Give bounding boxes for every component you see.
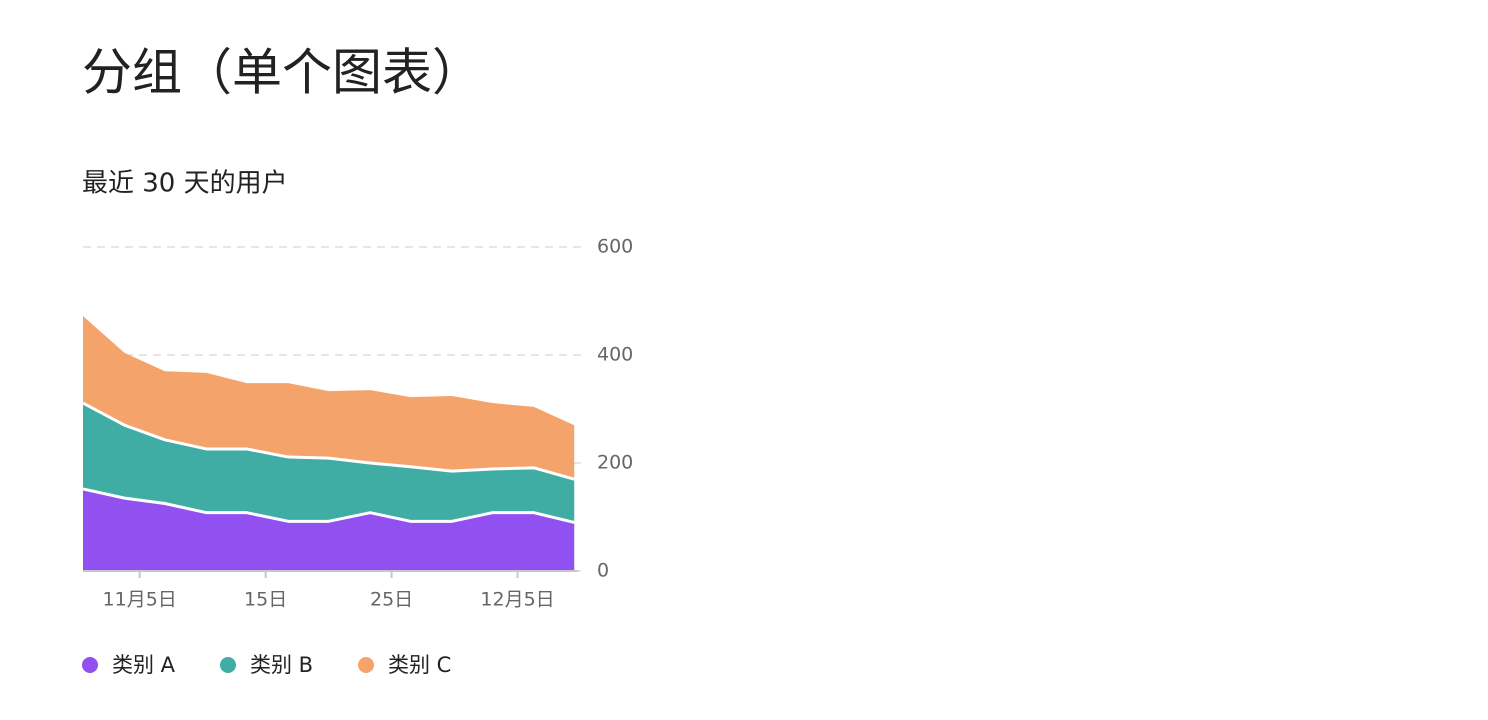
x-tick-label: 15日 xyxy=(244,589,287,611)
x-tick-label: 11月5日 xyxy=(103,589,177,611)
legend-marker xyxy=(220,657,236,673)
y-tick-label: 0 xyxy=(597,560,609,582)
legend: 类别 A 类别 B 类别 C xyxy=(82,653,451,677)
y-tick-label: 200 xyxy=(597,452,633,474)
legend-marker xyxy=(82,657,98,673)
page-title: 分组（单个图表） xyxy=(82,44,482,102)
series-separator xyxy=(82,487,575,524)
area xyxy=(83,316,575,480)
plot xyxy=(82,316,575,571)
legend-label: 类别 C xyxy=(388,653,451,677)
legend-label: 类别 B xyxy=(250,653,313,677)
area xyxy=(83,403,575,523)
legend-label: 类别 A xyxy=(112,653,176,677)
legend-marker xyxy=(358,657,374,673)
y-tick-label: 400 xyxy=(597,344,633,366)
axes: 0 200 400 600 11月5日 15日 25日 12月5日 xyxy=(83,236,633,611)
y-tick-label: 600 xyxy=(597,236,633,258)
x-tick-label: 25日 xyxy=(370,589,413,611)
area xyxy=(83,488,575,571)
chart-title: 最近 30 天的用户 xyxy=(82,169,288,199)
x-tick-label: 12月5日 xyxy=(480,589,554,611)
series-separator xyxy=(82,401,575,481)
